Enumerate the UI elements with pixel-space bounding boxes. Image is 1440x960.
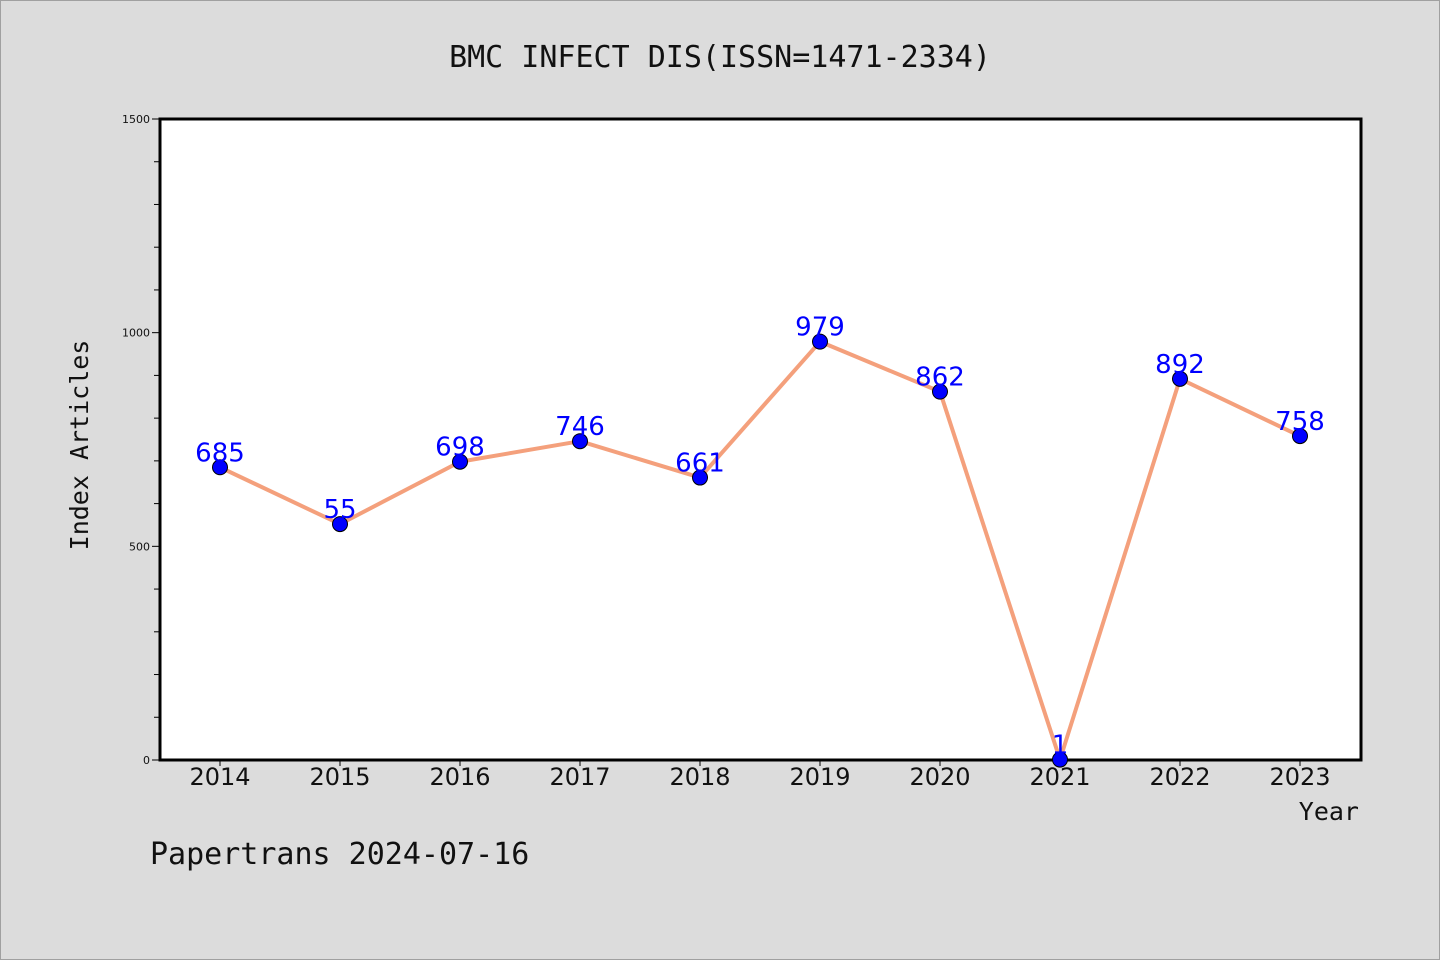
y-tick-label: 0	[143, 754, 150, 767]
data-label: 685	[195, 438, 245, 468]
data-point	[332, 516, 348, 533]
chart-title: BMC INFECT DIS(ISSN=1471-2334)	[449, 40, 991, 75]
footer-watermark: Papertrans 2024-07-16	[150, 837, 529, 872]
data-label: 979	[795, 313, 845, 343]
data-label: 758	[1275, 407, 1325, 437]
y-axis-label: Index Articles	[65, 340, 94, 551]
data-point	[1292, 428, 1308, 445]
x-tick-label: 2021	[1029, 763, 1090, 791]
y-tick-label: 1000	[122, 327, 150, 340]
data-label: 862	[915, 363, 965, 393]
data-label: 55	[323, 495, 356, 525]
data-label: 746	[555, 412, 605, 442]
data-label: 892	[1155, 350, 1205, 380]
x-tick-label: 2019	[789, 763, 850, 791]
data-label: 698	[435, 433, 485, 463]
data-point	[1172, 370, 1188, 387]
data-point	[812, 333, 828, 350]
data-point	[692, 469, 708, 486]
series-line	[219, 339, 1301, 762]
x-axis: 2014 2015 2016 2017 2018 2019 2020 2021 2022 2023	[189, 760, 1331, 791]
x-axis-label: Year	[1299, 797, 1359, 826]
data-point	[212, 459, 228, 476]
y-tick-label: 500	[129, 540, 150, 553]
data-point	[1052, 751, 1068, 768]
data-point	[932, 383, 948, 400]
x-tick-label: 2015	[309, 763, 370, 791]
x-tick-label: 2018	[669, 763, 730, 791]
x-tick-label: 2022	[1149, 763, 1210, 791]
y-axis: 0 500 1000 1500	[122, 113, 160, 767]
data-label: 661	[675, 449, 725, 479]
data-point	[572, 433, 588, 450]
series-line-group	[212, 333, 1308, 768]
data-point	[452, 453, 468, 470]
data-label: 1	[1052, 731, 1069, 761]
data-labels: 685 55 698 746 661 979 862 1 892 758	[195, 313, 1325, 761]
x-tick-label: 2020	[909, 763, 970, 791]
x-tick-label: 2014	[189, 763, 250, 791]
x-tick-label: 2023	[1269, 763, 1330, 791]
y-tick-label: 1500	[122, 113, 150, 126]
x-tick-label: 2016	[429, 763, 490, 791]
x-tick-label: 2017	[549, 763, 610, 791]
plot-area	[158, 117, 1363, 762]
